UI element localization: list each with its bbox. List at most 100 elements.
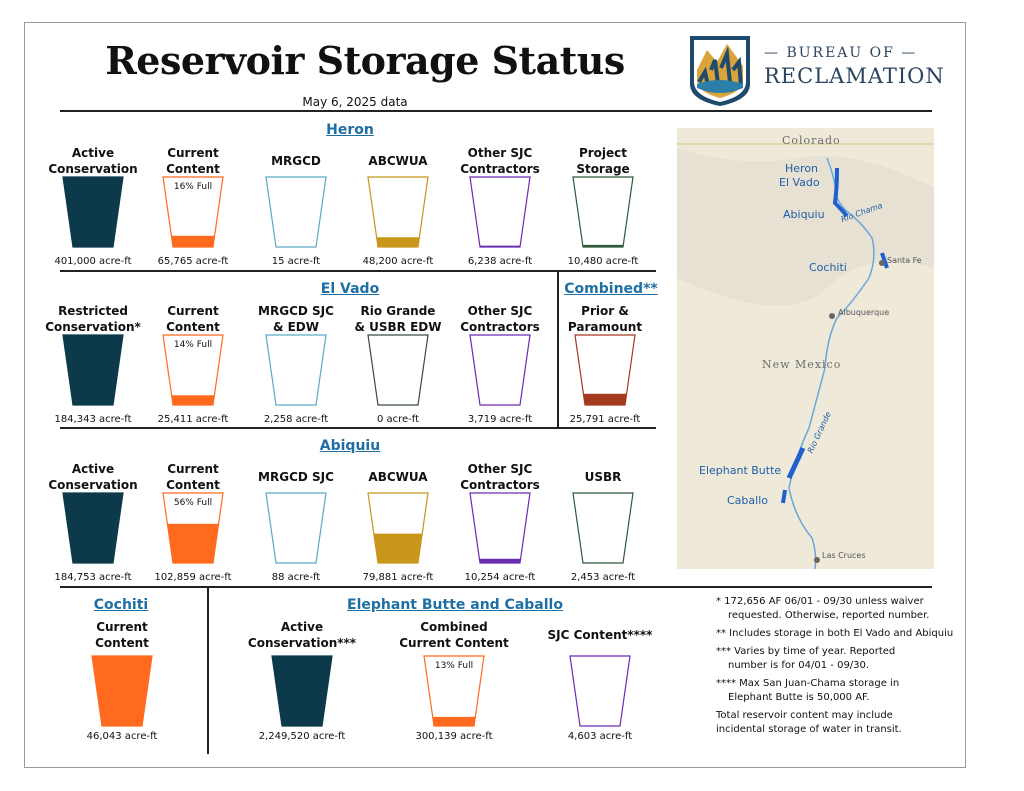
divider-2: [60, 427, 656, 429]
gauge-percent-elvado-current-content: 14% Full: [173, 340, 213, 350]
gauge-outline: [271, 655, 333, 727]
section-elephant-butte: Elephant Butte and Caballo: [347, 597, 563, 613]
map-state-colorado: Colorado: [782, 134, 841, 147]
gauge-outline: [469, 492, 531, 564]
map-label-cochiti: Cochiti: [809, 261, 847, 274]
map-label-caballo: Caballo: [727, 494, 768, 507]
page-frame: [24, 22, 966, 768]
gauge-outline: [265, 176, 327, 248]
gauge-cup-elvado-current-content: [162, 334, 224, 406]
gauge-fill: [171, 235, 215, 247]
gauge-value-elvado-restricted-conservation: 184,343 acre-ft: [54, 414, 132, 425]
gauge-value-heron-current-content: 65,765 acre-ft: [157, 256, 229, 267]
gauge-cup-eb-active-conservation: [271, 655, 333, 727]
map-state-new-mexico: New Mexico: [762, 358, 842, 371]
gauge-label-elvado-rio-grande-usbr-edw: Rio Grande & USBR EDW: [343, 303, 453, 335]
gauge-label-line2: Content: [166, 162, 220, 176]
gauge-label-elvado-mrgcd-sjc-edw: MRGCD SJC & EDW: [241, 303, 351, 335]
gauge-value-heron-abcwua: 48,200 acre-ft: [362, 256, 434, 267]
gauge-label-abiquiu-abcwua: ABCWUA: [343, 469, 453, 485]
gauge-label-line1: Project: [578, 146, 628, 160]
gauge-label-line2: Contractors: [460, 162, 540, 176]
gauge-outline: [162, 334, 224, 406]
gauge-label-eb-active-conservation: Active Conservation***: [247, 619, 357, 651]
gauge-label-elvado-restricted-conservation: Restricted Conservation*: [38, 303, 148, 335]
gauge-outline: [62, 176, 124, 248]
gauge-outline: [569, 655, 631, 727]
gauge-cup-heron-project-storage: [572, 176, 634, 248]
gauge-fill: [376, 237, 420, 247]
gauge-label-cochiti-current-content: Current Content: [67, 619, 177, 651]
gauge-label-line1: ABCWUA: [368, 470, 428, 484]
gauge-outline: [572, 492, 634, 564]
section-abiquiu: Abiquiu: [319, 438, 381, 454]
gauge-fill: [92, 656, 152, 726]
gauge-percent-eb-combined-current-content: 13% Full: [434, 661, 474, 671]
gauge-label-abiquiu-usbr: USBR: [548, 469, 658, 485]
divider-combined: [557, 270, 559, 427]
map-terrain: [677, 128, 934, 569]
gauge-value-heron-active-conservation: 401,000 acre-ft: [54, 256, 132, 267]
gauge-label-line2: Contractors: [460, 320, 540, 334]
gauge-label-line2: Conservation*: [45, 320, 141, 334]
gauge-cup-elvado-restricted-conservation: [62, 334, 124, 406]
gauge-fill: [583, 393, 627, 405]
gauge-label-abiquiu-mrgcd-sjc: MRGCD SJC: [241, 469, 351, 485]
gauge-value-elvado-rio-grande-usbr-edw: 0 acre-ft: [376, 414, 420, 425]
gauge-label-eb-combined-current-content: Combined Current Content: [399, 619, 509, 651]
gauge-cup-elvado-rio-grande-usbr-edw: [367, 334, 429, 406]
gauge-label-line2: Conservation: [48, 162, 138, 176]
map-city-las-cruces: Las Cruces: [822, 551, 866, 560]
section-el-vado: El Vado: [320, 281, 380, 297]
header-divider: [60, 110, 932, 112]
divider-cochiti: [207, 588, 209, 754]
section-heron: Heron: [326, 122, 374, 138]
gauge-label-line2: Conservation: [48, 478, 138, 492]
gauge-label-line1: Active: [71, 146, 115, 160]
gauge-value-eb-combined-current-content: 300,139 acre-ft: [415, 731, 493, 742]
gauge-outline: [62, 334, 124, 406]
section-cochiti: Cochiti: [93, 597, 149, 613]
gauge-outline: [367, 492, 429, 564]
gauge-cup-eb-combined-current-content: [423, 655, 485, 727]
gauge-value-heron-other-sjc-contractors: 6,238 acre-ft: [467, 256, 533, 267]
gauge-value-elvado-mrgcd-sjc-edw: 2,258 acre-ft: [263, 414, 329, 425]
gauge-label-line1: USBR: [584, 470, 622, 484]
map-label-heron: Heron: [785, 162, 819, 175]
gauge-label-line1: MRGCD SJC: [258, 304, 334, 318]
gauge-label-line1: ABCWUA: [368, 154, 428, 168]
gauge-label-line1: Other SJC: [467, 146, 533, 160]
gauge-label-abiquiu-current-content: Current Content: [138, 461, 248, 493]
bureau-logo: — BUREAU OF — RECLAMATION: [685, 32, 944, 110]
gauge-label-line1: Other SJC: [467, 304, 533, 318]
gauge-value-combined-prior-paramount: 25,791 acre-ft: [569, 414, 641, 425]
footnote-3: *** Varies by time of year. Reported numb…: [716, 646, 896, 671]
gauge-percent-heron-current-content: 16% Full: [173, 182, 213, 192]
gauge-label-line1: SJC Content****: [547, 628, 653, 642]
footnote-4: **** Max San Juan-Chama storage in Elepha…: [716, 678, 900, 703]
gauge-fill: [63, 177, 123, 247]
gauge-value-abiquiu-abcwua: 79,881 acre-ft: [362, 572, 434, 583]
gauge-label-line1: Other SJC: [467, 462, 533, 476]
gauge-outline: [162, 492, 224, 564]
gauge-cup-elvado-other-sjc-contractors: [469, 334, 531, 406]
gauge-cup-cochiti-current-content: [91, 655, 153, 727]
gauge-cup-abiquiu-active-conservation: [62, 492, 124, 564]
gauge-label-line1: Restricted: [58, 304, 128, 318]
gauge-value-elvado-current-content: 25,411 acre-ft: [157, 414, 229, 425]
map-city-santa-fe: Santa Fe: [887, 256, 922, 265]
gauge-value-abiquiu-other-sjc-contractors: 10,254 acre-ft: [464, 572, 536, 583]
divider-3: [60, 586, 932, 588]
gauge-label-line1: Active: [280, 620, 324, 634]
reclamation-emblem-icon: [690, 36, 750, 106]
gauge-label-abiquiu-other-sjc-contractors: Other SJC Contractors: [445, 461, 555, 493]
gauge-label-line1: Active: [71, 462, 115, 476]
gauge-fill: [479, 558, 521, 563]
gauge-label-line2: Content: [95, 636, 149, 650]
gauge-outline: [162, 176, 224, 248]
gauge-label-elvado-current-content: Current Content: [138, 303, 248, 335]
footnote-5: Total reservoir content may include incid…: [716, 710, 902, 735]
gauge-outline: [572, 176, 634, 248]
gauge-label-line1: MRGCD: [271, 154, 321, 168]
footnote-1: * 172,656 AF 06/01 - 09/30 unless waiver…: [716, 596, 930, 621]
